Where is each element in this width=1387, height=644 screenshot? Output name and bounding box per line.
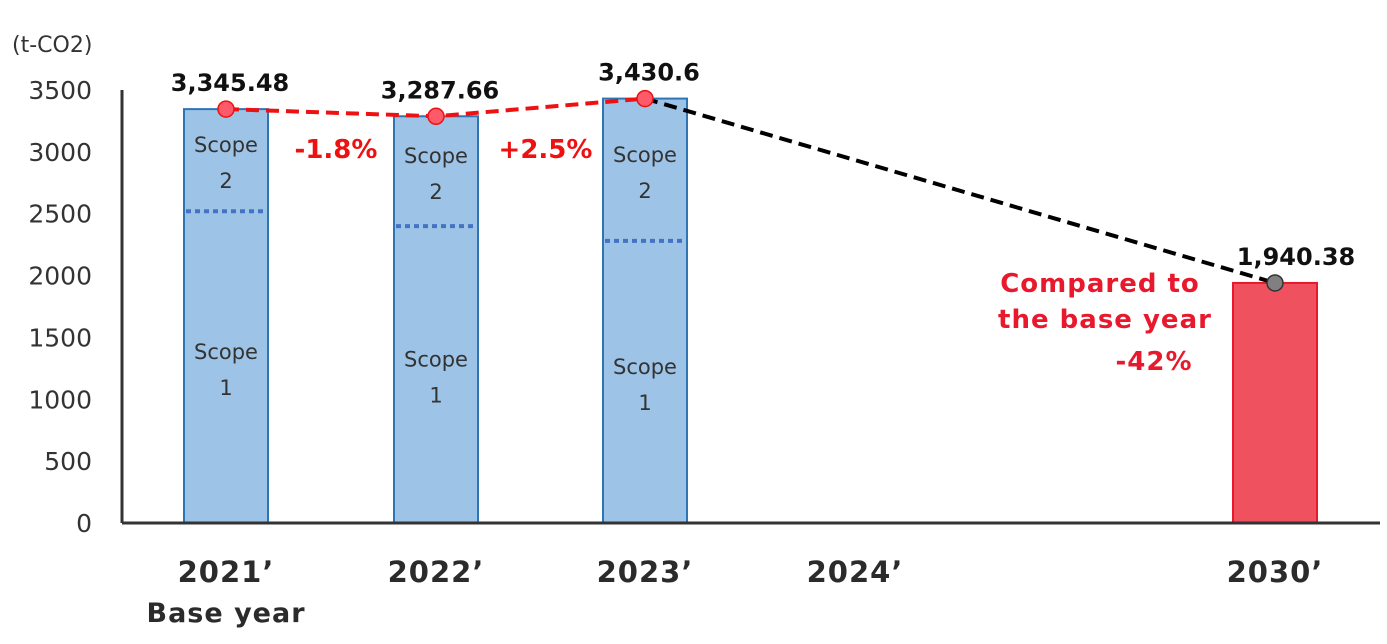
y-tick-label: 2000 [28,262,92,291]
target-annotation-line: the base year [998,305,1212,335]
total-value-label: 1,940.38 [1237,243,1355,271]
scope1-number: 1 [638,391,651,415]
y-tick-label: 3500 [28,76,92,105]
y-tick-label: 2500 [28,200,92,229]
y-tick-label: 0 [76,509,92,538]
actual-point [217,100,235,118]
labels-layer: Scope 1 Scope 2 Scope 1 Scope 2 Scope 1 Scope 2 3,34… [171,59,1355,415]
scope2-number: 2 [219,169,232,193]
total-value-label: 3,345.48 [171,69,289,97]
scope2-label: Scope [194,133,258,157]
target-annotation-line: -42% [1115,347,1192,377]
scope2-number: 2 [638,179,651,203]
x-category-sublabel: Base year [146,598,305,629]
y-tick-label: 1500 [28,323,92,352]
x-category-label: 2024’ [807,555,904,589]
bar [183,108,269,524]
x-category-label: 2030’ [1227,555,1324,589]
bar [602,97,688,524]
y-tick-label: 1000 [28,385,92,414]
trend-layer [217,89,1284,292]
x-axis-categories: 2021’ Base year 2022’ 2023’ 2024’ 2030’ [146,555,1324,629]
scope1-label: Scope [194,340,258,364]
x-category-label: 2021’ [178,555,275,589]
scope2-number: 2 [429,180,442,204]
y-axis-unit-label: (t-CO2) [12,33,92,58]
scope1-number: 1 [219,376,232,400]
x-category-label: 2022’ [388,555,485,589]
bar [1232,281,1318,524]
total-value-label: 3,430.6 [598,59,700,87]
target-annotation-line: Compared to [1000,269,1200,299]
x-category-label: 2023’ [597,555,694,589]
total-value-label: 3,287.66 [381,76,499,104]
scope1-label: Scope [613,355,677,379]
change-label: -1.8% [295,135,378,165]
scope1-number: 1 [429,384,442,408]
target-point [1266,274,1284,292]
bar [393,115,479,524]
target-trend-line [644,96,1276,285]
change-label: +2.5% [499,135,593,165]
scope2-label: Scope [404,144,468,168]
y-tick-label: 500 [44,447,92,476]
scope2-label: Scope [613,143,677,167]
y-axis-ticks: 0 500 1000 1500 2000 2500 3000 3500 [28,76,92,538]
y-tick-label: 3000 [28,138,92,167]
scope1-label: Scope [404,348,468,372]
bars-layer [183,97,1318,524]
actual-point [427,107,445,126]
actual-point [636,89,654,108]
